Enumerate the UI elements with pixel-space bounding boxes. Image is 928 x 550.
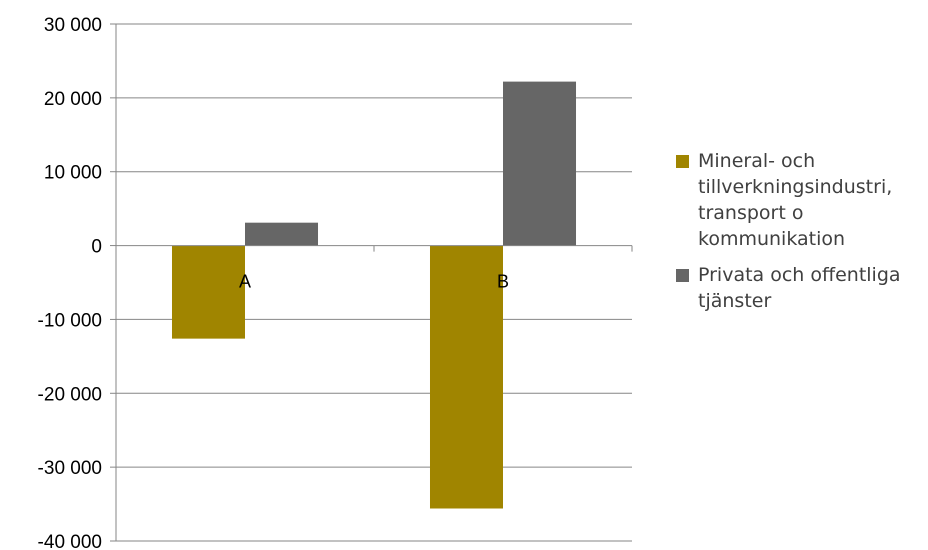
- bars: [171, 81, 577, 509]
- axes: [110, 23, 633, 542]
- legend-item-series-2: Privata och offentliga tjänster: [676, 262, 926, 314]
- y-axis-tick-label: 0: [91, 237, 102, 258]
- y-axis-tick-label: 30 000: [44, 15, 102, 36]
- category-label: B: [497, 272, 509, 292]
- y-axis-tick-label: -10 000: [38, 310, 102, 331]
- y-axis-tick-label: 10 000: [44, 163, 102, 184]
- bar-series-2-A: [245, 222, 319, 246]
- legend: Mineral- och tillverkningsindustri, tran…: [676, 148, 926, 324]
- legend-swatch-series-1: [676, 155, 689, 168]
- y-axis-tick-label: -20 000: [38, 384, 102, 405]
- y-axis-tick-label: 20 000: [44, 89, 102, 110]
- bar-series-1-A: [171, 245, 245, 339]
- y-axis-tick-label: -40 000: [38, 532, 102, 550]
- legend-item-series-1: Mineral- och tillverkningsindustri, tran…: [676, 148, 926, 252]
- y-axis-tick-labels: 30 000 20 000 10 000 0 -10 000 -20 000 -30 000…: [38, 15, 102, 550]
- legend-label-series-2: Privata och offentliga tjänster: [698, 264, 901, 312]
- y-axis-tick-label: -30 000: [38, 458, 102, 479]
- bar-series-1-B: [429, 245, 503, 509]
- legend-label-series-1: Mineral- och tillverkningsindustri, tran…: [698, 150, 893, 250]
- legend-swatch-series-2: [676, 269, 689, 282]
- category-label: A: [239, 272, 251, 292]
- bar-series-2-B: [503, 81, 577, 246]
